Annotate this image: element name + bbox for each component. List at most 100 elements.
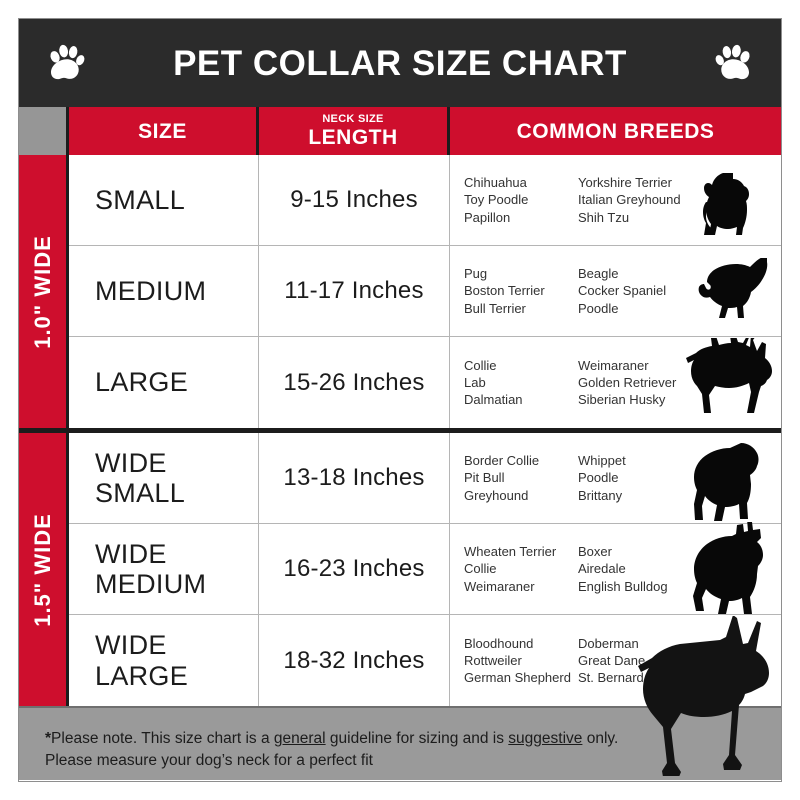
cell-size: WIDE MEDIUM bbox=[69, 524, 259, 614]
size-label-line1: MEDIUM bbox=[95, 275, 207, 306]
small-fluffy-dog-silhouette bbox=[689, 173, 765, 237]
group-rail-label-2: 1.5" WIDE bbox=[29, 512, 55, 627]
breed-item: Collie bbox=[464, 561, 497, 577]
breed-item: Greyhound bbox=[464, 487, 529, 503]
breed-item: Yorkshire Terrier bbox=[578, 175, 672, 191]
table-header-row: SIZE NECK SIZE LENGTH COMMON BREEDS bbox=[19, 107, 781, 155]
breed-item: Pug bbox=[464, 266, 488, 282]
table-row: MEDIUM 11-17 Inches Pug Boston Terrier B… bbox=[69, 246, 781, 337]
corner-cell bbox=[19, 107, 69, 155]
cell-length: 13-18 Inches bbox=[259, 433, 450, 523]
column-header-size: SIZE bbox=[69, 107, 259, 155]
table-row: SMALL 9-15 Inches Chihuahua Toy Poodle P… bbox=[69, 155, 781, 246]
cell-length: 18-32 Inches bbox=[259, 615, 450, 706]
breed-item: Pit Bull bbox=[464, 470, 505, 486]
breed-item: Cocker Spaniel bbox=[578, 283, 667, 299]
breed-item: Boston Terrier bbox=[464, 283, 545, 299]
breed-item: Shih Tzu bbox=[578, 209, 630, 225]
column-header-length: NECK SIZE LENGTH bbox=[259, 107, 450, 155]
cell-breeds: Collie Lab Dalmatian Weimaraner Golden R… bbox=[450, 337, 781, 428]
group-rail-2: 1.5" WIDE bbox=[19, 433, 69, 706]
table-row: WIDE SMALL 13-18 Inches Border Collie Pi… bbox=[69, 433, 781, 524]
breed-column-1: Bloodhound Rottweiler German Shepherd bbox=[464, 635, 578, 687]
breed-item: Poodle bbox=[578, 300, 619, 316]
breed-item: Border Collie bbox=[464, 453, 540, 469]
breed-item: St. Bernard bbox=[578, 670, 644, 686]
breed-item: Weimaraner bbox=[578, 357, 649, 373]
paw-print-icon bbox=[47, 43, 85, 83]
breed-column-1: Wheaten Terrier Collie Weimaraner bbox=[464, 543, 578, 595]
breed-item: Airedale bbox=[578, 561, 626, 577]
breed-item: Bloodhound bbox=[464, 635, 534, 651]
footer-text-c: only. bbox=[582, 730, 619, 747]
chart-frame: PET COLLAR SIZE CHART SIZE bbox=[18, 18, 782, 782]
cell-length: 16-23 Inches bbox=[259, 524, 450, 614]
breed-column-2: Whippet Poodle Brittany bbox=[578, 452, 692, 504]
size-label-line1: WIDE bbox=[95, 538, 167, 569]
breed-item: Lab bbox=[464, 374, 486, 390]
breed-item: Doberman bbox=[578, 635, 639, 651]
cell-size: WIDE LARGE bbox=[69, 615, 259, 706]
size-label-line2: LARGE bbox=[95, 660, 189, 691]
column-header-breeds-label: COMMON BREEDS bbox=[516, 119, 715, 143]
footer-note-line1: *Please note. This size chart is a gener… bbox=[45, 728, 781, 750]
column-header-breeds: COMMON BREEDS bbox=[450, 107, 781, 155]
breed-item: Siberian Husky bbox=[578, 392, 666, 408]
cell-size: LARGE bbox=[69, 337, 259, 428]
breed-column-1: Border Collie Pit Bull Greyhound bbox=[464, 452, 578, 504]
breed-item: Chihuahua bbox=[464, 175, 527, 191]
cell-breeds: Pug Boston Terrier Bull Terrier Beagle C… bbox=[450, 246, 781, 336]
breed-item: Poodle bbox=[578, 470, 619, 486]
cell-size: WIDE SMALL bbox=[69, 433, 259, 523]
breed-column-2: Beagle Cocker Spaniel Poodle bbox=[578, 265, 692, 317]
size-label-line2: MEDIUM bbox=[95, 569, 207, 599]
breed-item: Brittany bbox=[578, 487, 623, 503]
table-row: WIDE LARGE 18-32 Inches Bloodhound Rottw… bbox=[69, 615, 781, 776]
group-rail-1: 1.0" WIDE bbox=[19, 155, 69, 428]
breed-column-1: Collie Lab Dalmatian bbox=[464, 357, 578, 409]
breed-item: English Bulldog bbox=[578, 578, 668, 594]
table-row: LARGE 15-26 Inches Collie Lab Dalmatian bbox=[69, 337, 781, 428]
footer-text-a: Please note. This size chart is a bbox=[51, 730, 274, 747]
footer-note-line2: Please measure your dog’s neck for a per… bbox=[45, 752, 373, 770]
breed-item: Italian Greyhound bbox=[578, 192, 681, 208]
breed-item: Weimaraner bbox=[464, 578, 535, 594]
breed-column-2: Weimaraner Golden Retriever Siberian Hus… bbox=[578, 357, 692, 409]
breed-column-1: Chihuahua Toy Poodle Papillon bbox=[464, 174, 578, 226]
breed-item: Whippet bbox=[578, 453, 626, 469]
cell-breeds: Bloodhound Rottweiler German Shepherd Do… bbox=[450, 615, 781, 776]
breed-column-2: Boxer Airedale English Bulldog bbox=[578, 543, 692, 595]
cell-length: 9-15 Inches bbox=[259, 155, 450, 245]
size-label-line1: WIDE bbox=[95, 447, 167, 478]
breed-item: Collie bbox=[464, 357, 497, 373]
breed-column-2: Doberman Great Dane St. Bernard bbox=[578, 635, 692, 687]
collar-width-group-1: 1.0" WIDE SMALL 9-15 Inches bbox=[19, 155, 781, 428]
breed-item: Beagle bbox=[578, 266, 619, 282]
group-rail-label-1: 1.0" WIDE bbox=[29, 234, 55, 349]
cell-size: SMALL bbox=[69, 155, 259, 245]
column-header-size-label: SIZE bbox=[138, 119, 187, 143]
breed-item: Dalmatian bbox=[464, 392, 523, 408]
breed-item: Bull Terrier bbox=[464, 300, 526, 316]
size-label-line2: SMALL bbox=[95, 478, 186, 508]
column-header-neck-size-label: NECK SIZE bbox=[322, 113, 384, 126]
size-label-line1: WIDE bbox=[95, 630, 167, 661]
column-header-length-label: LENGTH bbox=[308, 125, 398, 149]
cell-breeds: Wheaten Terrier Collie Weimaraner Boxer … bbox=[450, 522, 781, 614]
breed-column-1: Pug Boston Terrier Bull Terrier bbox=[464, 265, 578, 317]
paw-print-icon bbox=[715, 43, 753, 83]
breed-item: Boxer bbox=[578, 544, 612, 560]
chart-header: PET COLLAR SIZE CHART bbox=[19, 19, 781, 107]
footer-underline-suggestive: suggestive bbox=[508, 730, 583, 747]
size-label-line1: SMALL bbox=[95, 184, 186, 215]
page-title: PET COLLAR SIZE CHART bbox=[173, 43, 627, 83]
table-row: WIDE MEDIUM 16-23 Inches Wheaten Terrier… bbox=[69, 522, 781, 615]
cell-length: 11-17 Inches bbox=[259, 246, 450, 336]
cell-length: 15-26 Inches bbox=[259, 337, 450, 428]
size-table: SIZE NECK SIZE LENGTH COMMON BREEDS 1.0"… bbox=[19, 107, 781, 776]
size-label-line1: LARGE bbox=[95, 367, 189, 398]
cell-breeds: Chihuahua Toy Poodle Papillon Yorkshire … bbox=[450, 155, 781, 245]
cell-breeds: Border Collie Pit Bull Greyhound Whippet… bbox=[450, 433, 781, 523]
collar-width-group-2: 1.5" WIDE WIDE SMALL 13-18 Inches bbox=[19, 428, 781, 776]
